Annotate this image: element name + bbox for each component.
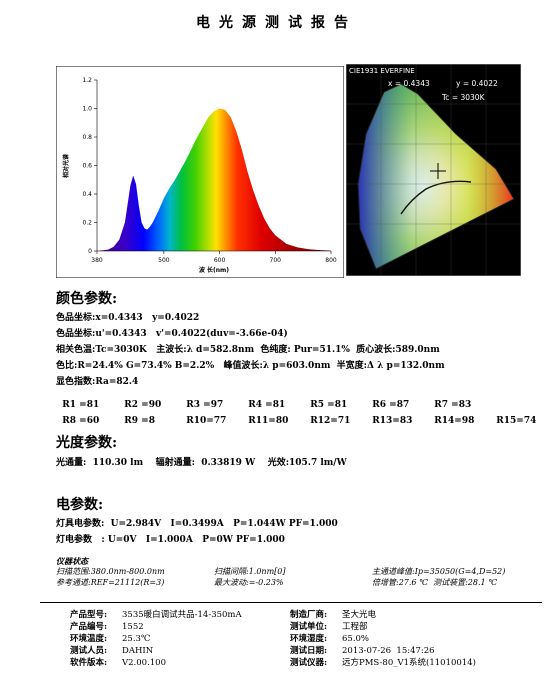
- instrument-heading: 仪器状态: [56, 556, 88, 566]
- ri-value: R11=80: [248, 416, 289, 426]
- spectrum-axes: 380 500 600 700 800 0 0.2 0.4 0.6 0.8 1.0 1.2: [82, 77, 336, 264]
- footer-table: 产品型号: 3535暖白调试共品-14-350mA 制造厂商: 圣大光电 产品编号: 1…: [70, 608, 540, 668]
- ri-value: R14=98: [434, 416, 475, 426]
- cie-locus: [357, 83, 515, 270]
- footer-label: 软件版本:: [70, 658, 108, 668]
- footer-row: 产品型号: 3535暖白调试共品-14-350mA 制造厂商: 圣大光电: [70, 608, 540, 620]
- ri-value: R10=77: [186, 416, 227, 426]
- footer-label: 测试单位:: [290, 622, 328, 632]
- footer-value: 工程部: [342, 622, 368, 632]
- footer-label: 产品编号:: [70, 622, 108, 632]
- ri-value: R12=71: [310, 416, 351, 426]
- instrument-ref: 参考通道:REF=21112(R=3): [56, 578, 165, 587]
- planckian-locus: [400, 180, 472, 215]
- instrument-gain: 倍增管:27.6 ℃ 测试装置:28.1 ℃: [372, 578, 498, 587]
- cie-diagram: CIE1931 EVERFINE x = 0.4343 y = 0.4022 T…: [346, 64, 521, 276]
- photometric-line: 光通量: 110.30 lm 辐射通量: 0.33819 W 光效:105.7 …: [56, 458, 347, 468]
- electric-heading: 电参数:: [56, 497, 104, 513]
- x-tick-label: 800: [325, 257, 337, 264]
- footer-row: 软件版本: V2.00.100 测试仪器: 远方PMS-80_V1系统(1101001…: [70, 656, 540, 668]
- ri-value: R7 =83: [434, 400, 472, 410]
- report-title: 电光源测试报告: [196, 15, 357, 31]
- footer-label: 环境湿度:: [290, 634, 328, 644]
- ri-value: R5 =81: [310, 400, 348, 410]
- color-line-2: 色品坐标:u'=0.4343 v'=0.4022(duv=-3.66e-04): [56, 329, 288, 339]
- ri-value: R4 =81: [248, 400, 286, 410]
- y-tick-label: 0.4: [82, 191, 92, 198]
- y-tick-label: 0.2: [82, 220, 92, 227]
- ri-row-1: R1 =81 R2 =90 R3 =97 R4 =81 R5 =81 R6 =87 R7 =…: [56, 390, 496, 410]
- instrument-range: 扫描范围:380.0nm-800.0nm: [56, 567, 165, 576]
- y-tick-label: 1.2: [82, 77, 92, 84]
- spectrum-curve: [97, 108, 331, 251]
- footer-value: 65.0%: [342, 634, 370, 644]
- footer-value: V2.00.100: [122, 658, 166, 668]
- footer-label: 测试人员:: [70, 646, 108, 656]
- footer-label: 测试日期:: [290, 646, 328, 656]
- color-line-5: 显色指数:Ra=82.4: [56, 377, 139, 387]
- footer-value: 3535暖白调试共品-14-350mA: [122, 610, 242, 620]
- ri-value: R3 =97: [186, 400, 224, 410]
- instrument-interval: 扫描间隔:1.0nm[0]: [214, 567, 286, 576]
- electric-line-1: 灯具电参数: U=2.984V I=0.3499A P=1.044W PF=1.…: [56, 519, 338, 529]
- footer-value: DAHIN: [122, 646, 154, 656]
- x-tick-label: 500: [158, 257, 170, 264]
- footer-label: 产品型号:: [70, 610, 108, 620]
- instrument-fluct: 最大波动:=-0.23%: [214, 578, 284, 587]
- footer-label: 制造厂商:: [290, 610, 328, 620]
- footer-value: 2013-07-26 15:47:26: [342, 646, 435, 656]
- ri-value: R6 =87: [372, 400, 410, 410]
- y-tick-label: 0.6: [82, 163, 92, 170]
- footer-row: 产品编号: 1552 测试单位: 工程部: [70, 620, 540, 632]
- instrument-peak: 主通道峰值:Ip=35050(G=4,D=52): [372, 567, 506, 576]
- ri-value: R8 =60: [62, 416, 100, 426]
- ri-value: R1 =81: [62, 400, 100, 410]
- photometric-heading: 光度参数:: [56, 435, 118, 451]
- ri-value: R2 =90: [124, 400, 162, 410]
- ri-value: R9 =8: [124, 416, 155, 426]
- color-params-heading: 颜色参数:: [56, 291, 118, 307]
- footer-value: 1552: [122, 622, 144, 632]
- spectrum-x-label: 波 长(nm): [199, 266, 229, 274]
- footer-row: 测试人员: DAHIN 测试日期: 2013-07-26 15:47:26: [70, 644, 540, 656]
- x-tick-label: 380: [91, 257, 103, 264]
- y-tick-label: 1.0: [82, 106, 92, 113]
- ri-row-2: R8 =60 R9 =8 R10=77 R11=80 R12=71 R13=83 R14=9…: [56, 406, 536, 426]
- color-line-3: 相关色温:Tc=3030K 主波长:λ d=582.8nm 色纯度: Pur=5…: [56, 345, 440, 355]
- color-line-4: 色比:R=24.4% G=73.4% B=2.2% 峰值波长:λ p=603.0…: [56, 361, 445, 371]
- cie-x-value: x = 0.4343: [388, 79, 430, 88]
- footer-divider: [40, 602, 542, 603]
- footer-value: 圣大光电: [342, 610, 377, 620]
- y-tick-label: 0.8: [82, 134, 92, 141]
- y-tick-label: 0: [88, 248, 92, 255]
- footer-label: 测试仪器:: [290, 658, 328, 668]
- x-tick-label: 700: [270, 257, 282, 264]
- footer-label: 环境温度:: [70, 634, 108, 644]
- ri-value: R15=74: [496, 416, 537, 426]
- cie-tc-value: Tc = 3030K: [441, 93, 486, 102]
- cie-y-value: y = 0.4022: [456, 79, 498, 88]
- cie-gamut-tint: [358, 84, 514, 269]
- spectrum-y-label: 相对光谱: [62, 154, 70, 178]
- color-line-1: 色品坐标:x=0.4343 y=0.4022: [56, 313, 200, 323]
- x-tick-label: 600: [214, 257, 226, 264]
- cie-label: CIE1931 EVERFINE: [349, 67, 415, 75]
- footer-value: 远方PMS-80_V1系统(11010014): [342, 658, 476, 668]
- footer-row: 环境温度: 25.3℃ 环境湿度: 65.0%: [70, 632, 540, 644]
- ri-value: R13=83: [372, 416, 413, 426]
- electric-line-2: 灯电参数 : U=0V I=1.000A P=0W PF=1.000: [56, 535, 285, 545]
- footer-value: 25.3℃: [122, 634, 151, 644]
